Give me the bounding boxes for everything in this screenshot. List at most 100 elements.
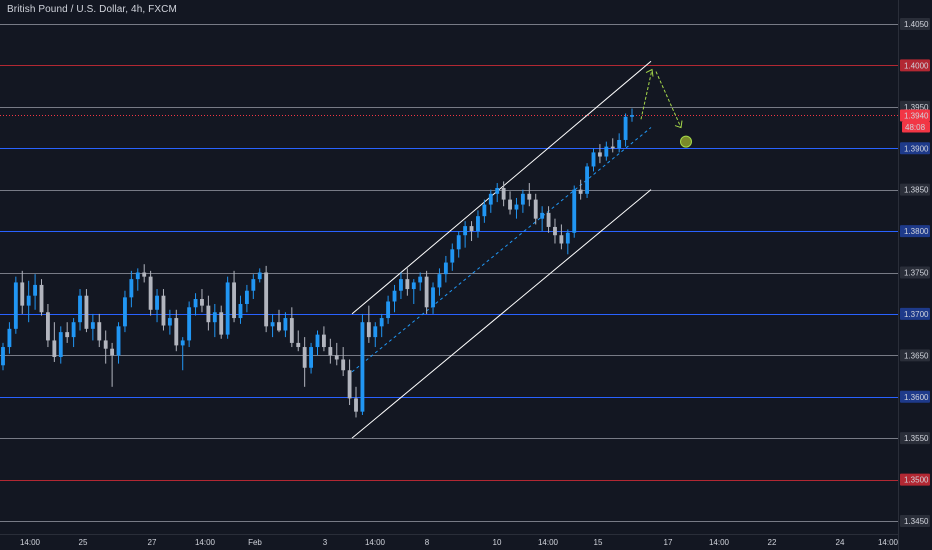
candle-body [13,282,18,329]
candle [546,206,551,233]
candle-body [424,276,429,308]
candle-body [623,116,628,140]
projection-up-arrowhead [645,68,654,77]
candle-body [52,340,57,357]
candle [46,303,50,348]
candle-body [225,282,230,335]
time-tick-label: 14:00 [878,538,899,547]
candle-body [437,274,442,288]
candle-body [411,282,416,290]
projection-up-line[interactable] [640,69,653,120]
projection-overlay[interactable] [640,68,692,148]
candle [379,313,384,338]
candle [129,270,134,308]
price-axis[interactable]: 1.4050 1.4000 1.3950 1.3900 1.3850 1.3800 1.37… [898,0,932,550]
candle [206,295,211,331]
time-tick-label: 14:00 [709,538,730,547]
candle [578,179,583,200]
candle-body [399,279,403,291]
channel-upper-line[interactable] [351,60,652,315]
candle-body [431,287,435,308]
candle-body [20,282,25,306]
candle-body [456,235,461,250]
candle-body [244,290,249,304]
candle [65,322,70,343]
candle [71,318,76,348]
candle-body [546,212,551,227]
candle-body [328,347,333,356]
candle [84,289,89,333]
candle-body [26,295,31,306]
current-price-label: 1.3940 [904,112,929,121]
candle-body [200,299,204,306]
candle-body [533,199,538,219]
candle [520,189,525,213]
candle-body [514,204,519,210]
candle-body [116,326,121,356]
candle-body [501,188,506,200]
candle-body [418,276,423,283]
candle [289,307,294,348]
candle-body [90,322,95,329]
candle-body [58,332,63,357]
candle-body [123,297,127,327]
candle [174,309,179,352]
candle-body [347,370,352,399]
candle [617,133,622,153]
price-label-bg [900,473,930,486]
price-label-bg [900,142,930,155]
projection-down-line[interactable] [655,71,682,128]
candle-body [39,284,44,313]
price-label-bg [900,59,930,72]
candle-body [591,152,596,167]
candle [161,289,166,331]
candle [565,229,570,255]
candle [251,274,256,300]
candle-body [187,307,192,341]
candle [373,322,378,348]
candle-body [232,282,236,319]
candle [354,386,358,418]
candle [187,301,192,348]
candle-body [553,226,557,236]
time-tick-label: 27 [148,538,157,547]
candle-body [508,199,512,210]
candle [321,326,326,352]
channel-lower-line[interactable] [351,189,652,439]
candle-body [46,312,50,341]
candle [443,255,448,283]
candle [302,337,307,387]
time-tick-label: 24 [836,538,845,547]
candle-body [97,322,102,341]
candle-body [302,347,307,368]
candle-body [341,359,346,371]
target-marker[interactable] [680,135,692,148]
candle-body [33,284,38,296]
price-tick-label: 1.3650 [904,351,929,360]
candle [527,183,532,207]
candle-body [212,312,217,323]
candle [33,274,38,310]
projection-down-arrowhead [674,120,683,129]
candle [456,231,461,258]
candle [167,309,172,335]
candle [26,280,31,323]
candle [591,148,596,172]
candle [78,289,82,331]
price-label-bg [900,266,930,279]
candle-body [206,305,211,323]
candle [347,359,352,406]
drawing-tools[interactable] [351,60,652,439]
candle [392,284,397,313]
candle [424,270,429,314]
candle [200,289,204,313]
candle [180,337,185,371]
time-tick-label: 3 [323,538,328,547]
candle-body [84,295,89,329]
time-axis[interactable]: 14:00 25 27 14:00 Feb 3 14:00 8 10 14:00 15 17 14:00… [0,534,899,550]
channel-median-line[interactable] [351,127,652,373]
candle-body [463,226,468,236]
